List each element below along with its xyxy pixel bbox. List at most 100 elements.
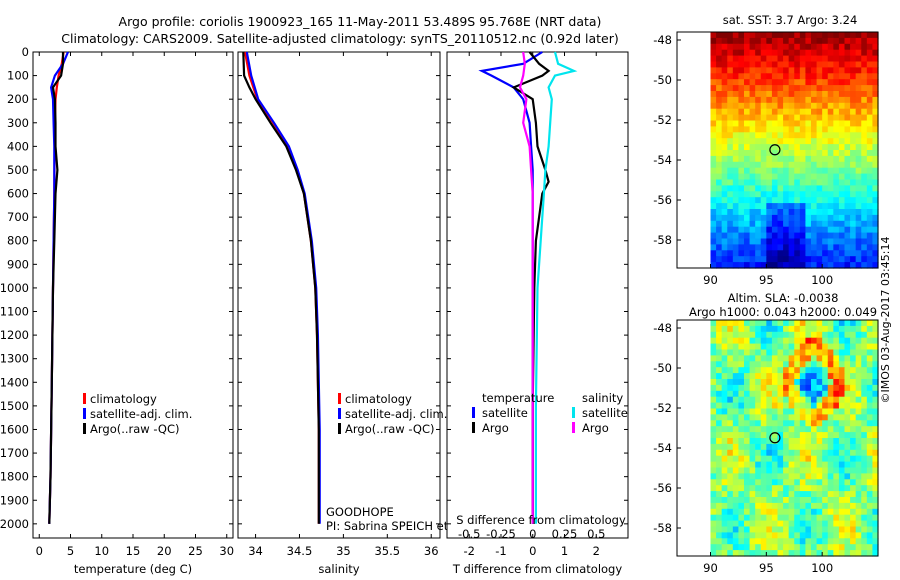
map-cell — [838, 167, 846, 175]
map-cell — [755, 491, 762, 498]
map-cell — [755, 502, 762, 510]
map-cell — [861, 491, 868, 498]
map-cell — [838, 144, 846, 151]
map-cell — [721, 402, 728, 410]
map-cell — [766, 238, 773, 245]
map-cell — [749, 179, 756, 186]
map-cell — [794, 138, 801, 145]
map-cell — [755, 220, 762, 228]
map-cell — [855, 408, 862, 415]
map-cell — [727, 79, 734, 86]
map-cell — [799, 538, 807, 545]
map-cell — [799, 396, 807, 404]
map-cell — [805, 55, 812, 63]
map-cell — [788, 155, 795, 163]
map-cell — [811, 250, 818, 257]
map-cell — [766, 325, 773, 333]
map-cell — [783, 250, 790, 257]
map-cell — [822, 355, 829, 362]
map-cell — [727, 508, 734, 516]
map-cell — [777, 138, 784, 145]
map-cell — [794, 49, 801, 57]
map-cell — [833, 197, 840, 204]
map-cell — [822, 220, 829, 228]
map-cell — [721, 532, 728, 539]
map-cell — [716, 203, 723, 210]
map-cell — [794, 467, 801, 474]
map-cell — [738, 479, 745, 486]
map-cell — [777, 132, 784, 139]
map-cell — [727, 161, 734, 169]
map-cell — [799, 102, 807, 110]
map-cell — [783, 214, 790, 222]
map-cell — [816, 532, 823, 539]
map-cell — [710, 502, 717, 510]
map-cell — [844, 250, 851, 257]
map-cell — [755, 256, 762, 263]
map-cell — [822, 161, 829, 169]
map-cell — [866, 337, 874, 345]
map-cell — [855, 396, 862, 404]
map-cell — [844, 355, 851, 362]
map-cell — [710, 203, 717, 210]
map-cell — [744, 455, 751, 463]
map-cell — [816, 179, 823, 186]
map-cell — [777, 91, 784, 98]
map-cell — [805, 114, 812, 122]
map-cell — [844, 150, 851, 157]
map-cell — [850, 325, 857, 333]
map-cell — [727, 479, 734, 486]
map-cell — [766, 455, 773, 463]
map-cell — [749, 320, 756, 327]
depth-tick-label: 1000 — [0, 281, 29, 295]
map-cell — [844, 155, 851, 163]
map-cell — [738, 373, 745, 380]
map-cell — [738, 349, 745, 356]
map-cell — [822, 262, 829, 269]
map-cell — [744, 367, 751, 374]
map-cell — [855, 532, 862, 539]
map-cell — [716, 67, 723, 74]
map-cell — [771, 485, 779, 492]
map-cell — [732, 214, 740, 222]
map-cell — [716, 485, 723, 492]
map-cell — [777, 96, 784, 104]
map-cell — [827, 238, 834, 245]
map-cell — [811, 331, 818, 339]
map-cell — [816, 320, 823, 327]
map-cell — [838, 550, 846, 557]
map-cell — [749, 408, 756, 415]
map-cell — [710, 37, 717, 45]
map-cell — [727, 256, 734, 263]
map-cell — [844, 384, 851, 392]
map-cell — [771, 343, 779, 351]
map-cell — [872, 373, 879, 380]
map-cell — [710, 150, 717, 157]
map-cell — [866, 408, 874, 415]
map-cell — [721, 514, 728, 522]
map-cell — [760, 55, 767, 63]
map-cell — [777, 432, 784, 439]
map-cell — [866, 256, 874, 263]
map-cell — [732, 438, 740, 445]
map-cell — [716, 32, 723, 39]
map-cell — [771, 232, 779, 240]
map-cell — [861, 320, 868, 327]
map-cell — [755, 173, 762, 181]
map-cell — [799, 155, 807, 163]
map-cell — [777, 355, 784, 362]
map-cell — [755, 373, 762, 380]
map-cell — [727, 126, 734, 133]
map-cell — [783, 244, 790, 251]
map-cell — [861, 85, 868, 92]
map-cell — [866, 238, 874, 245]
map-cell — [777, 402, 784, 410]
map-cell — [822, 461, 829, 469]
map-cell — [738, 532, 745, 539]
map-cell — [861, 220, 868, 228]
map-cell — [799, 32, 807, 39]
map-cell — [771, 49, 779, 57]
map-cell — [822, 426, 829, 433]
map-cell — [727, 43, 734, 51]
map-cell — [721, 203, 728, 210]
